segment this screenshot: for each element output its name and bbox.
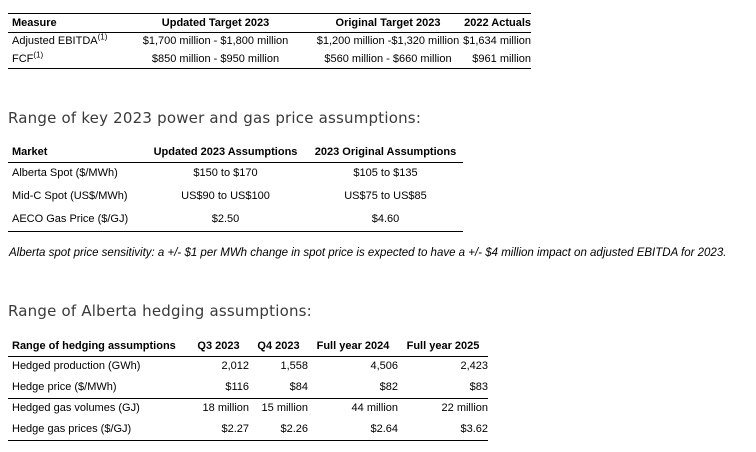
table-row: Hedge price ($/MWh) $116 $84 $82 $83	[8, 377, 488, 398]
table-cell: $961 million	[472, 52, 531, 65]
column-header: Updated Target 2023	[118, 13, 313, 33]
column-header: Q3 2023	[188, 337, 249, 357]
table-row: Hedged production (GWh) 2,012 1,558 4,506 2,…	[8, 356, 488, 377]
table-cell: $2.50	[211, 212, 240, 225]
table-cell: US$75 to US$85	[344, 190, 427, 202]
table-cell: $82	[379, 380, 398, 393]
table-cell: Hedge price ($/MWh)	[12, 380, 117, 393]
footnote-marker: (1)	[97, 32, 108, 42]
table-cell: Hedged gas volumes (GJ)	[12, 402, 140, 415]
financial-targets-table: Measure Updated Target 2023 Original Targe…	[8, 13, 531, 69]
table-cell: 2,012	[221, 360, 249, 373]
table-cell: $150 to $170	[193, 167, 258, 180]
table-cell: 18 million	[202, 402, 249, 415]
table-cell: $560 million - $660 million	[324, 52, 452, 65]
table-cell: $116	[225, 380, 249, 393]
table-cell: Hedge gas prices ($/GJ)	[12, 422, 132, 435]
column-header: Updated 2023 Assumptions	[143, 143, 308, 163]
column-header: 2023 Original Assumptions	[308, 143, 463, 163]
table-cell: Hedged production (GWh)	[12, 360, 141, 373]
table-cell: Adjusted EBITDA(1)	[12, 32, 108, 48]
section-heading-hedging: Range of Alberta hedging assumptions:	[8, 302, 312, 320]
table-cell: 15 million	[261, 402, 308, 415]
table-cell: 4,506	[370, 360, 398, 373]
section-heading-power-gas: Range of key 2023 power and gas price as…	[8, 109, 422, 127]
header-row: Market Updated 2023 Assumptions 2023 Origi…	[8, 143, 463, 163]
table-cell: $84	[289, 380, 308, 393]
column-header: Measure	[8, 13, 118, 33]
table-cell: $1,200 million -$1,320 million	[316, 35, 460, 48]
table-cell: $83	[469, 380, 488, 393]
column-header: Market	[8, 143, 143, 163]
price-assumptions-table: Market Updated 2023 Assumptions 2023 Origi…	[8, 143, 463, 232]
table-cell: $2.26	[280, 422, 308, 435]
hedging-assumptions-table: Range of hedging assumptions Q3 2023 Q4 20…	[8, 337, 488, 441]
table-cell: $2.64	[370, 422, 398, 435]
header-row: Range of hedging assumptions Q3 2023 Q4 20…	[8, 337, 488, 357]
table-cell: Alberta Spot ($/MWh)	[12, 167, 118, 180]
table-cell: $3.62	[460, 422, 488, 435]
table-cell: $1,634 million	[463, 35, 531, 48]
footnote-marker: (1)	[33, 50, 44, 60]
column-header: Full year 2024	[308, 337, 398, 357]
column-header: Full year 2025	[398, 337, 488, 357]
table-row: Hedge gas prices ($/GJ) $2.27 $2.26 $2.64 $3…	[8, 419, 488, 440]
table-cell: Mid-C Spot (US$/MWh)	[12, 190, 128, 202]
column-header: 2022 Actuals	[463, 13, 531, 33]
table-cell: 2,423	[460, 360, 488, 373]
column-header: Original Target 2023	[313, 13, 463, 33]
table-cell: 1,558	[280, 360, 308, 373]
column-header: Q4 2023	[249, 337, 308, 357]
table-cell: FCF(1)	[12, 50, 44, 65]
table-row: FCF(1) $850 million - $950 million $560 mi…	[8, 51, 531, 69]
column-header: Range of hedging assumptions	[8, 337, 188, 357]
table-cell: AECO Gas Price ($/GJ)	[12, 212, 129, 225]
table-cell: $850 million - $950 million	[151, 52, 280, 65]
table-cell: $2.27	[221, 422, 249, 435]
table-cell: US$90 to US$100	[181, 190, 270, 202]
sensitivity-note: Alberta spot price sensitivity: a +/- $1…	[9, 247, 727, 259]
table-row: AECO Gas Price ($/GJ) $2.50 $4.60	[8, 208, 463, 231]
table-cell: $105 to $135	[353, 167, 418, 180]
table-cell: $1,700 million - $1,800 million	[142, 35, 289, 48]
table-row: Mid-C Spot (US$/MWh) US$90 to US$100 US$75…	[8, 185, 463, 208]
table-cell: $4.60	[371, 212, 400, 225]
header-row: Measure Updated Target 2023 Original Targe…	[8, 13, 531, 33]
table-cell: 22 million	[441, 402, 488, 415]
table-row: Alberta Spot ($/MWh) $150 to $170 $105 to …	[8, 162, 463, 185]
table-row: Hedged gas volumes (GJ) 18 million 15 mill…	[8, 398, 488, 419]
table-row: Adjusted EBITDA(1) $1,700 million - $1,80…	[8, 33, 531, 51]
table-cell: 44 million	[351, 402, 398, 415]
